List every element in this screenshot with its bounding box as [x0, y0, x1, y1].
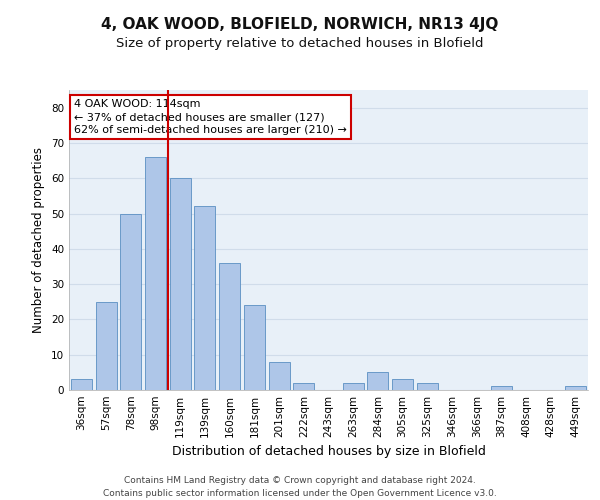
Bar	[269, 362, 290, 390]
Bar	[120, 214, 141, 390]
Text: Contains HM Land Registry data © Crown copyright and database right 2024.
Contai: Contains HM Land Registry data © Crown c…	[103, 476, 497, 498]
Bar	[194, 206, 215, 390]
Bar	[417, 383, 438, 390]
Bar	[565, 386, 586, 390]
Bar	[95, 302, 116, 390]
X-axis label: Distribution of detached houses by size in Blofield: Distribution of detached houses by size …	[172, 446, 485, 458]
Text: Size of property relative to detached houses in Blofield: Size of property relative to detached ho…	[116, 38, 484, 51]
Bar	[343, 383, 364, 390]
Bar	[71, 380, 92, 390]
Bar	[145, 157, 166, 390]
Bar	[392, 380, 413, 390]
Y-axis label: Number of detached properties: Number of detached properties	[32, 147, 46, 333]
Bar	[293, 383, 314, 390]
Bar	[244, 306, 265, 390]
Bar	[170, 178, 191, 390]
Bar	[491, 386, 512, 390]
Bar	[367, 372, 388, 390]
Bar	[219, 263, 240, 390]
Text: 4 OAK WOOD: 114sqm
← 37% of detached houses are smaller (127)
62% of semi-detach: 4 OAK WOOD: 114sqm ← 37% of detached hou…	[74, 99, 347, 136]
Text: 4, OAK WOOD, BLOFIELD, NORWICH, NR13 4JQ: 4, OAK WOOD, BLOFIELD, NORWICH, NR13 4JQ	[101, 18, 499, 32]
